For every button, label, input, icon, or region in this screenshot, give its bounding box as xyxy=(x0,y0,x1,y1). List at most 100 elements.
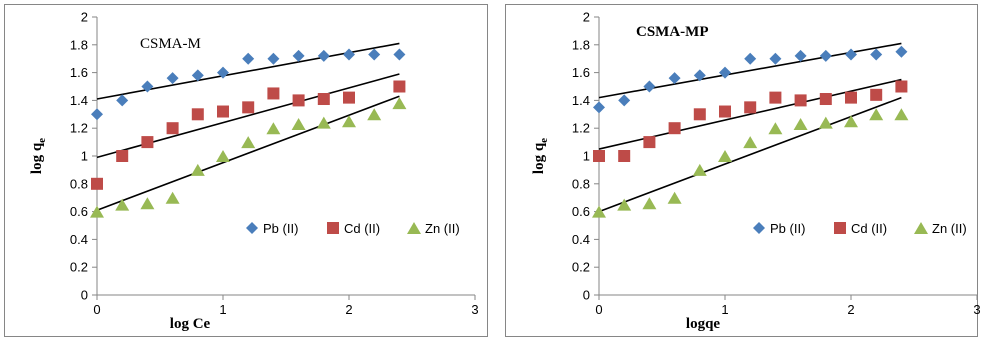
chart-0-series-0-point xyxy=(343,48,355,61)
chart-0-y-tick-label: 1.6 xyxy=(70,65,88,80)
chart-0-series-2-point xyxy=(115,198,130,211)
chart-1-series-0-point xyxy=(618,94,631,107)
chart-0-series-2-point xyxy=(392,97,407,110)
chart-0-series-0 xyxy=(91,48,406,121)
chart-1-legend-marker-2 xyxy=(914,222,928,234)
chart-1-series-1-point xyxy=(719,105,731,118)
chart-1-series-2-point xyxy=(667,191,682,204)
chart-1-y-tick-label: 0.2 xyxy=(572,260,590,275)
chart-0-series-1-point xyxy=(116,150,129,162)
chart-1-y-tick-label: 1 xyxy=(583,149,590,164)
chart-1-series-2-point xyxy=(592,205,606,218)
chart-1-series-0-point xyxy=(693,69,706,82)
chart-1-frame xyxy=(505,4,978,337)
chart-0-series-0-point xyxy=(191,69,204,82)
chart-1-series-2-point xyxy=(793,118,808,131)
chart-0-series-1-point xyxy=(317,93,330,106)
chart-1-x-tick-label: 1 xyxy=(721,302,728,317)
chart-0-title: CSMA-M xyxy=(140,36,201,52)
chart-1-series-0-point xyxy=(593,101,605,114)
chart-1-series-1-point xyxy=(870,88,883,101)
chart-1-series-2-point xyxy=(692,163,707,176)
chart-1-series-0-point xyxy=(794,49,807,62)
chart-1-y-tick-label: 1.6 xyxy=(572,65,590,80)
chart-1-series-0-point xyxy=(895,45,908,58)
chart-0-y-tick-label: 1.4 xyxy=(70,93,88,108)
chart-0-y-tick-label: 0.4 xyxy=(70,232,88,247)
chart-0-series-1-point xyxy=(91,177,103,190)
chart-1-series-0-point xyxy=(719,66,731,79)
chart-0-series-0-point xyxy=(217,66,229,79)
chart-0-legend-marker-1 xyxy=(327,222,339,234)
chart-1-series-2-point xyxy=(768,122,783,135)
chart-0-series-1-point xyxy=(267,87,280,100)
chart-0-series-2-point xyxy=(190,163,205,176)
chart-0-legend-label-0: Pb (II) xyxy=(263,221,298,236)
chart-1-series-1-point xyxy=(819,93,832,106)
chart-1-y-tick-label: 1.8 xyxy=(572,37,590,52)
chart-1-series-1-point xyxy=(895,80,908,93)
chart-1-series-0-point xyxy=(769,52,782,65)
chart-0-series-1-point xyxy=(191,108,204,121)
chart-0-series-2-point xyxy=(316,116,331,129)
chart-0-series-1-point xyxy=(242,101,255,114)
chart-0-x-tick-label: 0 xyxy=(93,302,100,317)
chart-1-y-tick-label: 1.2 xyxy=(572,121,590,136)
chart-1-series-0-point xyxy=(845,48,857,61)
chart-0-series-0-point xyxy=(267,52,280,65)
chart-1-series-2-point xyxy=(818,116,833,129)
chart-0-series-2-point xyxy=(291,118,306,131)
chart-0-series-2-point xyxy=(90,205,104,218)
chart-0-x-label: log Ce xyxy=(170,316,211,332)
chart-1-series-2-point xyxy=(743,136,758,149)
chart-0-series-2-point xyxy=(241,136,256,149)
chart-0-y-tick-label: 2 xyxy=(81,10,88,25)
chart-0-y-label: log qe xyxy=(29,138,48,174)
chart-0-y-tick-label: 1.8 xyxy=(70,37,88,52)
chart-1-legend-label-0: Pb (II) xyxy=(770,221,805,236)
chart-0-trendline-2 xyxy=(96,95,400,211)
chart-1-title: CSMA-MP xyxy=(636,24,708,40)
chart-0-series-1-point xyxy=(393,80,406,93)
chart-1-legend-marker-0 xyxy=(753,222,765,234)
chart-1-series-2 xyxy=(592,108,909,218)
chart-1-y-tick-label: 1.4 xyxy=(572,93,590,108)
chart-0-series-2-point xyxy=(266,122,281,135)
chart-0-series-0-point xyxy=(141,80,154,93)
chart-1-y-label: log qe xyxy=(531,138,550,174)
chart-1-series-1-point xyxy=(593,150,605,162)
chart-1-series-0 xyxy=(593,45,908,114)
chart-0-series-0-point xyxy=(91,108,103,121)
chart-1-series-1-point xyxy=(693,108,706,121)
chart-1-series-2-point xyxy=(642,197,657,210)
chart-0-series-0-point xyxy=(292,49,305,62)
chart-1-series-2-point xyxy=(869,108,884,121)
chart-0-y-tick-label: 0.6 xyxy=(70,204,88,219)
chart-0-y-tick-label: 0.8 xyxy=(70,176,88,191)
chart-0-series-1 xyxy=(91,80,406,190)
chart-0-legend-label-2: Zn (II) xyxy=(425,221,460,236)
chart-0-y-tick-label: 0.2 xyxy=(70,260,88,275)
chart-1-y-tick-label: 0.8 xyxy=(572,176,590,191)
chart-1-series-0-point xyxy=(643,80,656,93)
chart-0-series-0-point xyxy=(317,49,330,62)
chart-1-series-0-point xyxy=(819,49,832,62)
chart-1-series-1-point xyxy=(668,122,681,135)
chart-0-x-tick-label: 1 xyxy=(219,302,226,317)
chart-1-series-2-point xyxy=(844,115,858,128)
chart-0-series-1-point xyxy=(166,122,179,135)
chart-1-series-1-point xyxy=(769,91,782,104)
chart-0-series-0-point xyxy=(116,94,129,107)
chart-1-legend-label-1: Cd (II) xyxy=(851,221,887,236)
chart-0-legend-marker-0 xyxy=(246,222,258,234)
chart-0-series-1-point xyxy=(343,91,355,104)
chart-0-legend-marker-2 xyxy=(407,222,421,234)
chart-1-y-tick-label: 0.6 xyxy=(572,204,590,219)
chart-0-series-0-point xyxy=(166,72,179,85)
chart-1-series-1-point xyxy=(845,91,857,104)
chart-1-y-tick-label: 0 xyxy=(583,288,590,303)
chart-1-series-1-point xyxy=(794,94,807,107)
chart-1-series-2-point xyxy=(617,198,632,211)
chart-0-series-1-point xyxy=(141,136,154,149)
chart-0-series-2-point xyxy=(342,115,356,128)
